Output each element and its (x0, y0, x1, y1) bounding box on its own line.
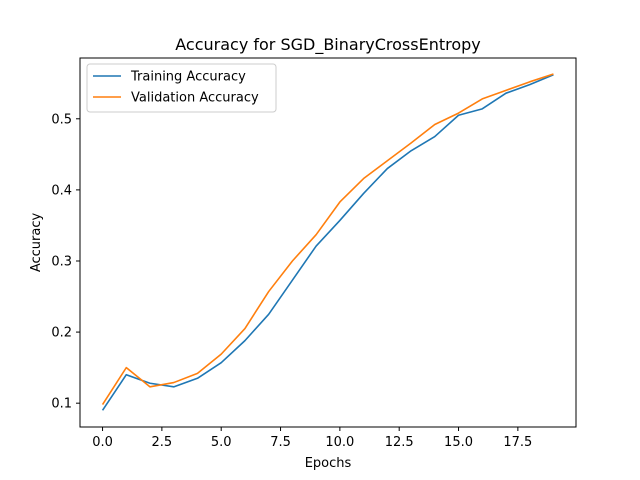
x-tick-label: 5.0 (211, 435, 232, 450)
y-tick-label: 0.2 (51, 326, 72, 341)
plot-frame (79, 57, 577, 428)
x-tick-label: 15.0 (444, 435, 473, 450)
y-tick-label: 0.1 (51, 397, 72, 412)
series-line-1 (101, 73, 554, 411)
legend-label-2: Validation Accuracy (131, 91, 259, 106)
y-tick-label: 0.4 (51, 183, 72, 198)
y-tick-label: 0.3 (51, 254, 72, 269)
legend-label-1: Training Accuracy (130, 70, 246, 85)
y-tick-label: 0.5 (51, 112, 72, 127)
chart-title: Accuracy for SGD_BinaryCrossEntropy (175, 35, 481, 55)
series-line-2 (101, 73, 554, 406)
x-tick-label: 2.5 (152, 435, 173, 450)
legend: Training Accuracy Validation Accuracy (86, 63, 277, 113)
x-tick-label: 12.5 (385, 435, 414, 450)
x-tick-label: 7.5 (270, 435, 291, 450)
x-tick-label: 17.5 (503, 435, 532, 450)
plot-area (101, 73, 554, 411)
axes-ticks: 0.0 2.5 5.0 7.5 10.0 12.5 15.0 17.5 0.1 0.2 0.3 0.4… (51, 112, 532, 450)
x-axis-label: Epochs (305, 456, 352, 471)
legend-box (86, 63, 277, 113)
x-tick-label: 10.0 (325, 435, 354, 450)
x-tick-label: 0.0 (92, 435, 113, 450)
y-axis-label: Accuracy (29, 213, 44, 273)
